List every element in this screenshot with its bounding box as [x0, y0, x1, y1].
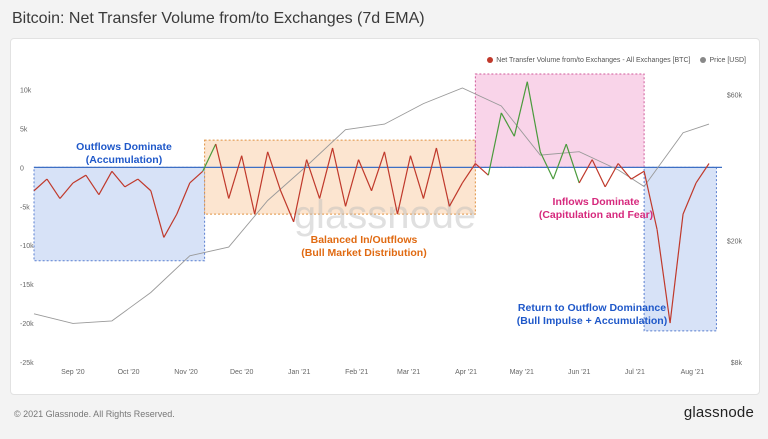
inflows-box [474, 73, 645, 168]
x-tick-label: Jul '21 [625, 369, 645, 376]
netflow-segment [163, 213, 178, 238]
netflow-segment [344, 159, 360, 207]
netflow-segment [215, 143, 230, 199]
annotation-text: Outflows Dominate [76, 141, 172, 153]
annotation-text: Balanced In/Outflows [311, 234, 418, 246]
netflow-segment [150, 190, 165, 238]
netflow-segment [500, 112, 515, 137]
netflow-segment [357, 159, 373, 191]
netflow-segment [409, 155, 425, 199]
outflows-box [33, 166, 206, 262]
netflow-segment [591, 159, 606, 188]
y-left-tick-label: -15k [20, 282, 34, 289]
netflow-segment [370, 151, 386, 191]
legend-item-netflow[interactable]: Net Transfer Volume from/to Exchanges - … [487, 57, 690, 64]
annotation-text: Return to Outflow Dominance [518, 302, 666, 314]
x-tick-label: May '21 [510, 369, 534, 376]
netflow-segment [189, 170, 204, 184]
annotation-text: (Capitulation and Fear) [539, 209, 653, 221]
legend-netflow-label: Net Transfer Volume from/to Exchanges - … [496, 57, 691, 64]
netflow-segment [565, 143, 580, 184]
balanced-box [204, 139, 476, 215]
netflow-segment [241, 155, 256, 215]
netflow-segment [33, 178, 48, 192]
netflow-segment [383, 151, 399, 215]
y-right-tick-label: $20k [727, 238, 743, 245]
netflow-segment [552, 143, 567, 180]
netflow-segment [319, 147, 334, 199]
netflow-segment [267, 151, 282, 191]
netflow-segment [656, 229, 671, 324]
netflow-segment [98, 171, 113, 195]
y-right-tick-label: $8k [731, 360, 743, 367]
y-left-tick-label: 5k [20, 126, 28, 133]
legend-price-label: Price [USD] [709, 57, 746, 64]
x-tick-label: Nov '20 [174, 369, 198, 376]
netflow-segment [682, 182, 697, 215]
x-tick-label: Jun '21 [568, 369, 590, 376]
x-tick-label: Sep '20 [61, 369, 85, 376]
netflow-segment [72, 174, 87, 184]
annotation-text: Inflows Dominate [553, 196, 640, 208]
annotation-text: (Accumulation) [86, 154, 162, 166]
netflow-segment [487, 112, 502, 176]
netflow-segment [202, 143, 217, 172]
netflow-segment [293, 159, 308, 223]
netflow-segment [630, 170, 645, 180]
x-tick-label: Dec '20 [230, 369, 254, 376]
x-tick-label: Aug '21 [681, 369, 705, 376]
netflow-segment [578, 159, 593, 184]
x-tick-label: Feb '21 [345, 369, 368, 376]
annotation-text: (Bull Market Distribution) [301, 247, 426, 259]
netflow-segment [526, 81, 541, 152]
copyright-text: © 2021 Glassnode. All Rights Reserved. [14, 409, 175, 419]
netflow-segment [59, 182, 74, 199]
brand-logo: glassnode [683, 404, 754, 421]
legend-item-price[interactable]: Price [USD] [700, 57, 746, 64]
netflow-segment [176, 182, 191, 215]
netflow-segment [643, 171, 658, 230]
x-tick-label: Oct '20 [118, 369, 140, 376]
netflow-segment [513, 81, 528, 137]
netflow-segment [111, 170, 126, 188]
y-right-tick-label: $60k [727, 92, 743, 99]
x-tick-label: Jan '21 [288, 369, 310, 376]
netflow-segment [539, 151, 554, 180]
netflow-segment [124, 178, 139, 188]
netflow-segment [396, 155, 412, 215]
y-left-tick-label: -25k [20, 360, 34, 367]
netflow-segment [604, 163, 619, 188]
netflow-segment [435, 147, 450, 207]
netflow-segment [422, 147, 437, 199]
x-tick-label: Mar '21 [397, 369, 420, 376]
netflow-segment [137, 178, 152, 192]
y-left-tick-label: 0 [20, 165, 24, 172]
netflow-segment [331, 147, 347, 207]
annotation-text: (Bull Impulse + Accumulation) [517, 315, 667, 327]
netflow-segment [669, 214, 684, 324]
x-tick-label: Apr '21 [455, 369, 477, 376]
netflow-segment [46, 178, 61, 199]
netflow-segment [280, 190, 295, 223]
netflow-segment [695, 163, 710, 184]
netflow-segment [85, 174, 100, 195]
netflow-segment [474, 163, 489, 176]
y-left-tick-label: -5k [20, 204, 30, 211]
legend-price-dot [700, 57, 707, 64]
netflow-segment [448, 182, 463, 207]
watermark-text: glassnode [294, 193, 476, 237]
y-left-tick-label: 10k [20, 88, 32, 95]
y-left-tick-label: -10k [20, 243, 34, 250]
y-left-tick-label: -20k [20, 321, 34, 328]
legend-netflow-dot [487, 57, 494, 64]
netflow-segment [617, 163, 632, 180]
netflow-segment [306, 159, 321, 199]
chart-legend: Net Transfer Volume from/to Exchanges - … [487, 57, 746, 64]
netflow-segment [228, 155, 243, 199]
price-line [33, 87, 710, 324]
netflow-segment [254, 151, 269, 215]
chart-title: Bitcoin: Net Transfer Volume from/to Exc… [12, 10, 425, 27]
netflow-segment [461, 163, 476, 184]
